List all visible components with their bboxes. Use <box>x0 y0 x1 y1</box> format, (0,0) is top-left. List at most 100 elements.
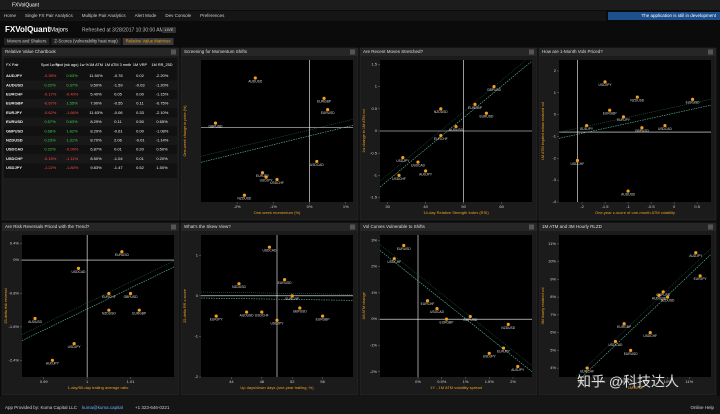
data-point[interactable] <box>392 257 396 261</box>
data-point[interactable] <box>439 107 443 111</box>
data-point[interactable] <box>454 124 458 129</box>
data-point[interactable] <box>267 245 271 249</box>
data-point[interactable] <box>402 243 406 248</box>
data-point[interactable] <box>622 322 626 326</box>
data-point[interactable] <box>128 291 133 296</box>
data-point[interactable] <box>698 274 702 278</box>
plot-area <box>22 235 174 377</box>
panel-header <box>539 48 716 56</box>
data-point[interactable] <box>213 121 218 125</box>
panel-menu[interactable] <box>171 224 176 230</box>
data-point[interactable] <box>473 102 477 106</box>
data-point[interactable] <box>635 95 639 99</box>
panel-menu[interactable] <box>350 49 355 55</box>
data-point[interactable] <box>487 351 491 355</box>
data-point[interactable] <box>322 96 326 100</box>
tab[interactable]: Relative Value Matrices <box>122 38 174 45</box>
data-point[interactable] <box>237 282 241 286</box>
data-point[interactable] <box>621 115 626 119</box>
data-point[interactable] <box>33 316 37 321</box>
data-point[interactable] <box>260 171 265 175</box>
data-point[interactable] <box>424 169 428 173</box>
data-point[interactable] <box>629 348 633 352</box>
data-point[interactable] <box>416 160 420 164</box>
table-cell: EURCHF <box>6 91 23 96</box>
data-point[interactable] <box>516 364 520 369</box>
data-point[interactable] <box>694 251 698 255</box>
data-point[interactable] <box>603 80 607 84</box>
menu-item[interactable]: Single FX Pair Analytics <box>25 13 74 18</box>
data-point[interactable] <box>275 177 279 182</box>
data-point[interactable] <box>137 308 141 312</box>
provider: App Provided by: Kuma Capital LLC <box>5 405 78 410</box>
tab[interactable]: Movers and Shakers <box>4 38 50 45</box>
panel-menu[interactable] <box>529 224 534 230</box>
data-point[interactable] <box>264 175 268 179</box>
data-point[interactable] <box>585 366 589 370</box>
data-point[interactable] <box>661 290 665 294</box>
data-point[interactable] <box>613 339 618 344</box>
data-point[interactable] <box>665 295 670 299</box>
help[interactable]: Online Help <box>690 405 714 410</box>
data-point[interactable] <box>321 314 325 318</box>
data-point[interactable] <box>468 314 472 319</box>
data-point[interactable] <box>76 266 81 271</box>
data-point[interactable] <box>242 193 247 197</box>
tab[interactable]: Z-Scores (vulnerability heat map) <box>51 38 121 45</box>
point-label: EURUSD <box>115 253 130 257</box>
data-point[interactable] <box>444 317 449 321</box>
menu-item[interactable]: Home <box>4 13 17 18</box>
data-point[interactable] <box>290 294 294 298</box>
data-point[interactable] <box>283 278 287 282</box>
data-point[interactable] <box>608 108 612 112</box>
point-label: EURUSD <box>321 111 336 115</box>
panel-menu[interactable] <box>708 49 713 55</box>
data-point[interactable] <box>663 123 667 128</box>
data-point[interactable] <box>484 111 488 115</box>
data-point[interactable] <box>260 310 264 314</box>
data-point[interactable] <box>315 159 319 164</box>
menu-item[interactable]: Multiple Pair Analytics <box>82 13 127 18</box>
data-point[interactable] <box>245 310 249 314</box>
panel-menu[interactable] <box>708 224 713 230</box>
data-point[interactable] <box>657 293 661 297</box>
panel-menu[interactable] <box>171 49 176 55</box>
data-point[interactable] <box>690 97 695 101</box>
menu-item[interactable]: Dev Console <box>165 13 191 18</box>
y-tick-label: 10% <box>548 259 556 264</box>
point-label: EURJPY <box>497 349 511 353</box>
live-btn[interactable] <box>162 27 176 33</box>
data-point[interactable] <box>401 156 405 160</box>
data-point[interactable] <box>492 85 496 89</box>
data-point[interactable] <box>120 250 124 254</box>
panel-menu[interactable] <box>350 224 355 230</box>
y-axis-label: 3M hourly realized vol <box>541 287 545 324</box>
data-point[interactable] <box>575 158 580 163</box>
data-point[interactable] <box>275 318 279 322</box>
data-point[interactable] <box>326 107 330 112</box>
panel-menu[interactable] <box>529 49 534 55</box>
data-point[interactable] <box>640 126 644 130</box>
data-point[interactable] <box>107 291 111 296</box>
universe[interactable]: Majors <box>50 28 68 34</box>
menu-item[interactable]: Alert Mode <box>135 13 157 18</box>
data-point[interactable] <box>72 341 76 346</box>
data-point[interactable] <box>50 358 55 362</box>
menu-item[interactable]: Preferences <box>200 13 225 18</box>
data-point[interactable] <box>214 314 218 318</box>
data-point[interactable] <box>253 76 257 80</box>
data-point[interactable] <box>298 306 302 310</box>
table-cell: 0.01 <box>136 156 145 161</box>
data-point[interactable] <box>648 331 652 335</box>
data-point[interactable] <box>626 189 630 193</box>
email[interactable]: kuma@kuma.capital <box>82 405 123 410</box>
data-point[interactable] <box>501 346 506 350</box>
data-point[interactable] <box>425 299 430 303</box>
data-point[interactable] <box>107 308 111 312</box>
data-point[interactable] <box>439 133 443 138</box>
data-point[interactable] <box>585 123 589 128</box>
data-point[interactable] <box>435 307 439 311</box>
panel-title: Vol Curves Vulnerable to Shifts <box>363 224 426 229</box>
data-point[interactable] <box>506 322 510 327</box>
data-point[interactable] <box>397 173 401 177</box>
